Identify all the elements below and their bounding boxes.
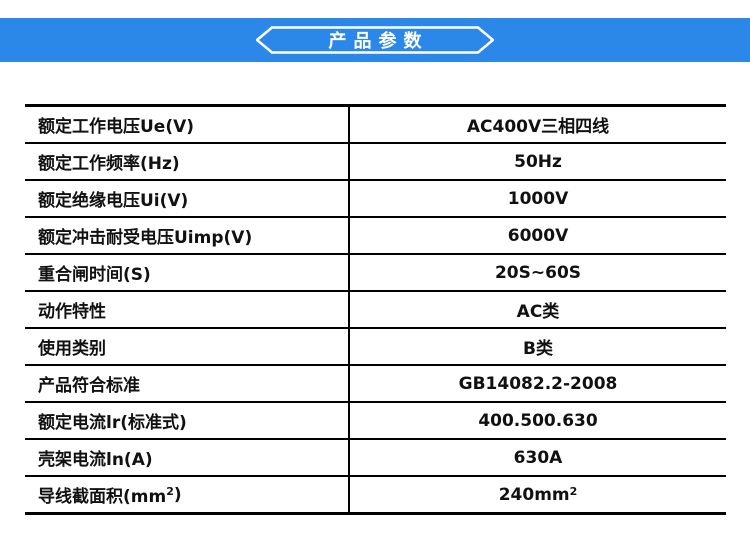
- spec-value: GB14082.2-2008: [348, 366, 726, 401]
- spec-value: 400.500.630: [348, 403, 726, 438]
- spec-value: 6000V: [348, 218, 726, 253]
- spec-row: 动作特性 AC类: [25, 292, 726, 329]
- hexagon-outline-icon: [256, 26, 494, 54]
- spec-row: 壳架电流ln(A) 630A: [25, 440, 726, 477]
- spec-row: 额定工作频率(Hz) 50Hz: [25, 144, 726, 181]
- section-title: 产品参数: [328, 31, 429, 52]
- spec-value: 630A: [348, 440, 726, 475]
- spec-label: 使用类别: [38, 339, 106, 359]
- spec-label: 额定冲击耐受电压Uimp(V): [38, 228, 253, 248]
- spec-row: 额定电流lr(标准式) 400.500.630: [25, 403, 726, 440]
- spec-label: 额定工作电压Ue(V): [38, 117, 195, 137]
- spec-row: 使用类别 B类: [25, 329, 726, 366]
- spec-row: 产品符合标准 GB14082.2-2008: [25, 366, 726, 403]
- spec-label: 重合闸时间(S): [38, 265, 151, 285]
- spec-value: 1000V: [348, 181, 726, 216]
- spec-value: AC400V三相四线: [348, 107, 726, 142]
- spec-row: 重合闸时间(S) 20S~60S: [25, 255, 726, 292]
- spec-table: 额定工作电压Ue(V) AC400V三相四线 额定工作频率(Hz) 50Hz 额…: [25, 104, 726, 515]
- spec-row: 导线截面积(mm 2) 240mm 2: [25, 477, 726, 512]
- spec-label: 导线截面积(mm 2): [38, 484, 182, 508]
- spec-label: 额定电流lr(标准式): [38, 413, 187, 433]
- spec-label: 产品符合标准: [38, 376, 140, 396]
- spec-value: 50Hz: [348, 144, 726, 179]
- spec-row: 额定绝缘电压Ui(V) 1000V: [25, 181, 726, 218]
- spec-label: 动作特性: [38, 302, 106, 322]
- section-banner: 产品参数: [0, 18, 750, 62]
- spec-row: 额定工作电压Ue(V) AC400V三相四线: [25, 107, 726, 144]
- spec-label: 额定绝缘电压Ui(V): [38, 191, 189, 211]
- spec-value: 240mm 2: [348, 477, 726, 512]
- hexagon-badge: 产品参数: [256, 26, 494, 54]
- spec-label: 壳架电流ln(A): [38, 450, 153, 470]
- spec-label: 额定工作频率(Hz): [38, 154, 180, 174]
- spec-row: 额定冲击耐受电压Uimp(V) 6000V: [25, 218, 726, 255]
- spec-value: 20S~60S: [348, 255, 726, 290]
- spec-value: AC类: [348, 292, 726, 327]
- spec-value: B类: [348, 329, 726, 364]
